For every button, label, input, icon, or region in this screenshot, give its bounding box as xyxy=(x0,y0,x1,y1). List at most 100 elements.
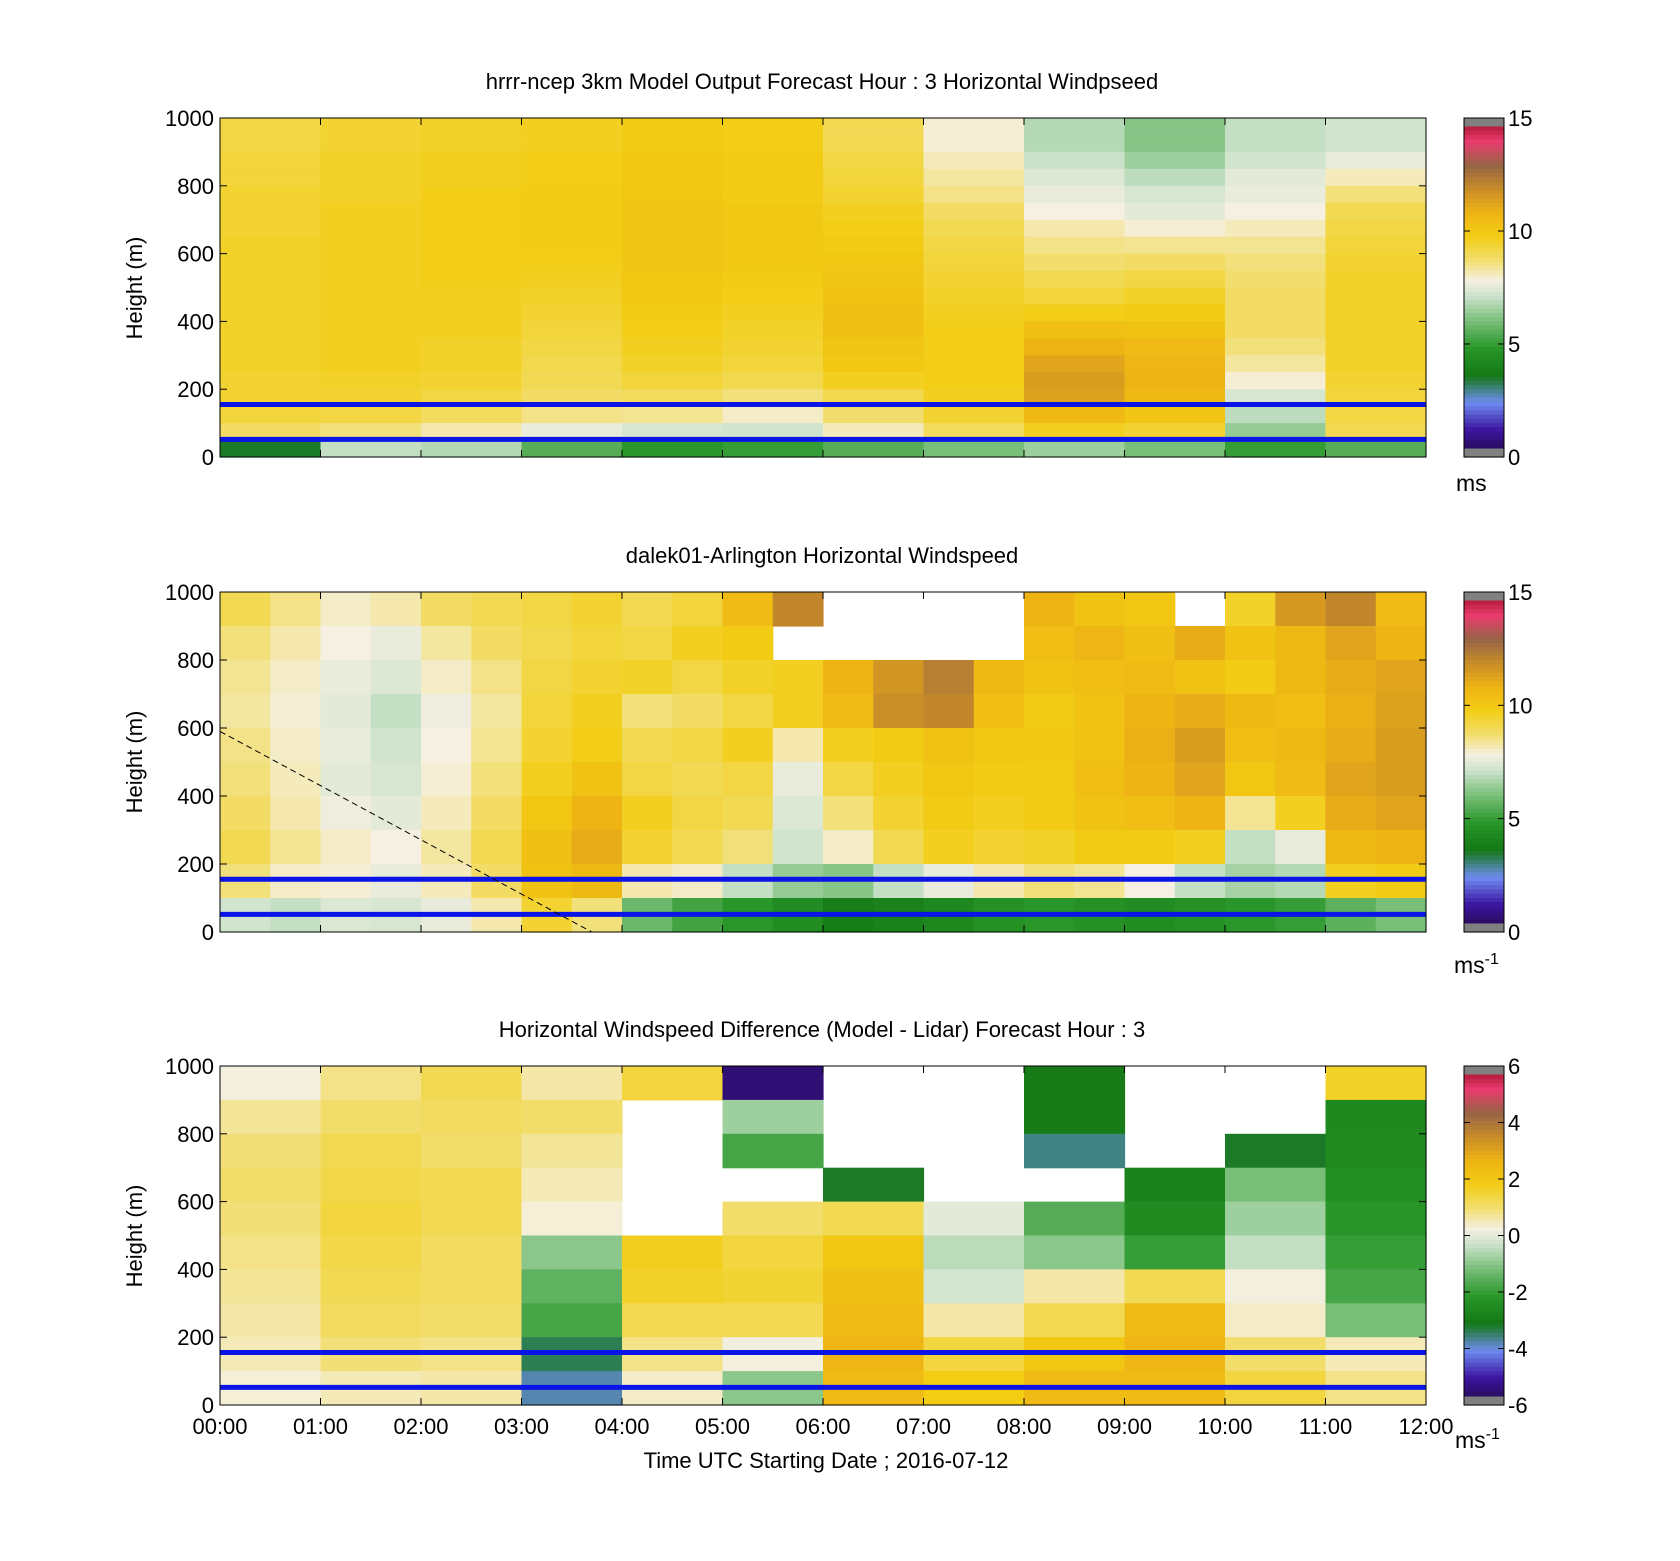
heatmap-cell xyxy=(923,321,1025,339)
heatmap-cell xyxy=(1225,1235,1327,1270)
heatmap-cell xyxy=(622,830,673,865)
colorbar-swatch xyxy=(1464,1366,1504,1372)
panel-difference-colorbar: 6 4 2 0 -2 -4 -6 xyxy=(1463,1054,1528,1418)
heatmap-cell xyxy=(923,185,1025,204)
heatmap-cell xyxy=(772,694,824,729)
heatmap-cell xyxy=(1024,321,1126,339)
heatmap-cell xyxy=(973,660,1025,695)
heatmap-cell xyxy=(320,694,372,729)
colorbar-swatch xyxy=(1464,609,1504,614)
panel-model-colorbar: 15 10 5 0 xyxy=(1463,106,1532,470)
panel-lidar-x-ticks xyxy=(219,592,1427,932)
colorbar-swatch xyxy=(1464,406,1504,411)
heatmap-cell xyxy=(1024,762,1075,797)
heatmap-cell xyxy=(1174,626,1226,661)
heatmap-cell xyxy=(1325,830,1377,865)
y-tick-label: 400 xyxy=(177,784,214,809)
heatmap-cell xyxy=(1024,1201,1126,1237)
colorbar-swatch xyxy=(1464,1197,1504,1203)
heatmap-cell xyxy=(622,440,724,458)
colorbar-swatch xyxy=(1464,1400,1504,1406)
colorbar-swatch xyxy=(1464,325,1504,331)
colorbar-swatch xyxy=(1464,868,1504,874)
colorbar-swatch xyxy=(1464,787,1504,793)
heatmap-cell xyxy=(622,236,724,255)
colorbar-tick-label: 10 xyxy=(1508,693,1532,718)
colorbar-swatch xyxy=(1464,168,1504,174)
heatmap-cell xyxy=(672,660,724,695)
heatmap-cell xyxy=(823,355,925,373)
colorbar-swatch xyxy=(1464,1210,1504,1215)
colorbar-swatch xyxy=(1464,630,1504,636)
heatmap-cell xyxy=(722,1269,824,1304)
heatmap-cell xyxy=(923,372,1025,390)
heatmap-cell xyxy=(622,372,724,390)
colorbar-swatch xyxy=(1464,672,1504,678)
heatmap-cell xyxy=(1074,728,1126,763)
heatmap-cell xyxy=(1275,626,1327,661)
heatmap-cell xyxy=(220,660,271,695)
heatmap-cell xyxy=(923,796,975,831)
colorbar-swatch xyxy=(1464,902,1504,908)
colorbar-tick-label: 0 xyxy=(1508,920,1520,945)
heatmap-cell xyxy=(823,1303,925,1338)
colorbar-swatch xyxy=(1464,817,1504,823)
heatmap-cell xyxy=(923,660,975,695)
heatmap-cell xyxy=(1024,728,1075,763)
heatmap-cell xyxy=(1275,660,1327,695)
panel-difference-y-ticks: 1000 800 600 400 200 0 xyxy=(165,1054,1426,1418)
heatmap-cell xyxy=(421,151,523,170)
colorbar-swatch xyxy=(1464,1142,1504,1148)
colorbar-swatch xyxy=(1464,1282,1504,1287)
heatmap-cell xyxy=(471,660,523,695)
heatmap-cell xyxy=(1325,185,1427,204)
colorbar-tick-label: 6 xyxy=(1508,1054,1520,1079)
heatmap-cell xyxy=(1325,118,1427,136)
heatmap-cell xyxy=(1124,1235,1226,1270)
heatmap-cell xyxy=(1225,338,1327,356)
colorbar-swatch xyxy=(1464,351,1504,356)
heatmap-cell xyxy=(1225,1133,1327,1169)
colorbar-swatch xyxy=(1464,732,1504,738)
panel-lidar-y-ticks: 1000 800 600 400 200 0 xyxy=(165,580,1426,945)
heatmap-cell xyxy=(923,219,1025,238)
heatmap-cell xyxy=(370,660,422,695)
heatmap-cell xyxy=(622,338,724,356)
colorbar-swatch xyxy=(1464,1328,1504,1334)
colorbar-swatch xyxy=(1464,295,1504,301)
colorbar-swatch xyxy=(1464,190,1504,195)
heatmap-cell xyxy=(1024,236,1126,255)
heatmap-cell xyxy=(622,762,673,797)
colorbar-swatch xyxy=(1464,604,1504,610)
heatmap-cell xyxy=(521,287,623,306)
colorbar-swatch xyxy=(1464,881,1504,886)
heatmap-cell xyxy=(722,118,824,136)
heatmap-cell xyxy=(1024,796,1075,831)
heatmap-cell xyxy=(873,762,925,797)
colorbar-swatch xyxy=(1464,1345,1504,1351)
heatmap-cell xyxy=(1124,168,1226,187)
heatmap-cell xyxy=(1225,118,1327,136)
heatmap-cell xyxy=(823,728,874,763)
colorbar-swatch xyxy=(1464,393,1504,399)
colorbar-tick-label: 4 xyxy=(1508,1111,1520,1136)
colorbar-swatch xyxy=(1464,287,1504,293)
heatmap-cell xyxy=(1024,830,1075,865)
heatmap-cell xyxy=(1375,830,1427,865)
y-tick-label: 200 xyxy=(177,377,214,402)
heatmap-cell xyxy=(421,118,523,136)
heatmap-cell xyxy=(320,168,422,187)
heatmap-cell xyxy=(722,1303,824,1338)
x-tick-label: 11:00 xyxy=(1299,1414,1352,1439)
colorbar-swatch xyxy=(1464,1235,1504,1241)
heatmap-cell xyxy=(1325,219,1427,238)
colorbar-swatch xyxy=(1464,321,1504,327)
colorbar-swatch xyxy=(1464,401,1504,407)
heatmap-cell xyxy=(823,762,874,797)
panel-model: hrrr-ncep 3km Model Output Forecast Hour… xyxy=(122,69,1532,496)
heatmap-cell xyxy=(521,118,623,136)
x-tick-label: 07:00 xyxy=(896,1414,951,1439)
colorbar-swatch xyxy=(1464,1252,1504,1258)
heatmap-cell xyxy=(220,236,322,255)
heatmap-cell xyxy=(220,694,271,729)
